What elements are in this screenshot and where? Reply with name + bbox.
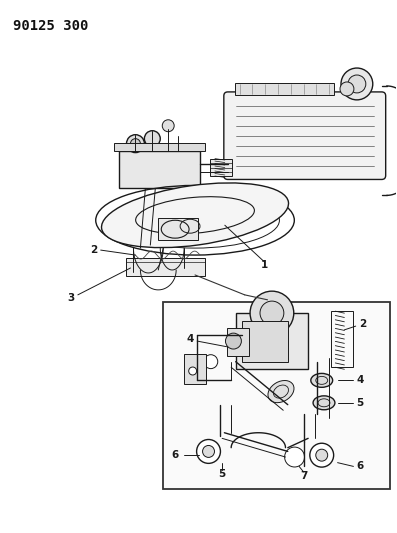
Circle shape [225,333,241,349]
Bar [235,83,334,95]
Text: 2: 2 [359,319,366,329]
Text: 1: 1 [261,260,268,270]
Circle shape [162,120,174,132]
Text: 6: 6 [357,462,364,471]
Text: 4: 4 [357,375,364,385]
Circle shape [131,139,141,149]
Circle shape [189,367,197,375]
Bar [243,320,288,362]
Bar [119,151,200,188]
Circle shape [145,131,160,147]
Circle shape [310,443,333,467]
Text: 4: 4 [187,334,194,344]
FancyBboxPatch shape [224,92,385,180]
Text: 7: 7 [300,471,307,481]
Text: 6: 6 [171,450,178,460]
Ellipse shape [102,183,289,248]
Circle shape [127,135,145,152]
Circle shape [316,449,328,461]
Circle shape [340,82,354,96]
Text: 5: 5 [218,469,226,479]
Circle shape [250,291,294,335]
Bar [227,328,249,356]
Bar [236,313,308,369]
Circle shape [260,301,284,325]
Bar [114,143,205,151]
Text: 2: 2 [90,245,97,255]
Circle shape [285,447,304,467]
Ellipse shape [313,396,335,410]
Circle shape [202,446,214,457]
Bar [210,158,232,176]
Bar [163,302,389,489]
Text: 90125 300: 90125 300 [13,19,89,33]
Circle shape [197,440,220,463]
Circle shape [204,354,218,369]
Circle shape [341,68,373,100]
Ellipse shape [311,374,333,387]
Bar [184,354,206,384]
Circle shape [348,75,366,93]
Ellipse shape [268,381,294,402]
Bar [158,218,198,240]
Bar [125,258,205,276]
Text: 3: 3 [67,293,75,303]
Text: 5: 5 [357,398,364,408]
Bar [331,311,353,367]
